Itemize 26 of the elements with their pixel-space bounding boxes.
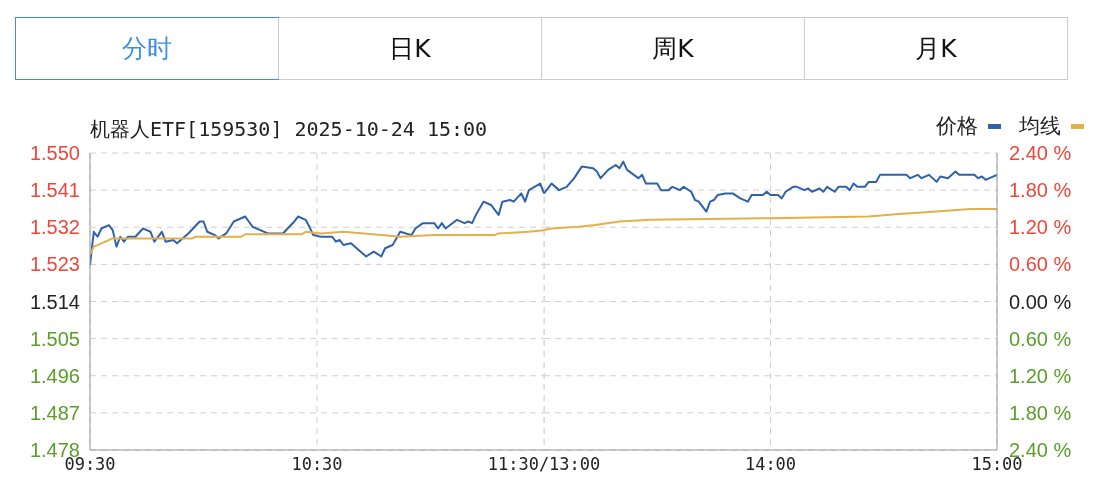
y-tick-label: 1.523 [29,253,80,276]
text: 月K [804,18,1067,79]
y-tick-label: 1.532 [29,216,80,239]
y2-tick-label: 1.20 % [1009,364,1072,387]
y2-tick-label: 2.40 % [1009,142,1072,164]
y2-tick-label: 0.60 % [1009,253,1072,276]
y-tick-label: 1.487 [29,401,80,424]
chart-title: 机器人ETF[159530] 2025-10-24 15:00 [90,116,488,143]
text: 分时 [16,18,278,79]
x-tick-label: 11:30/13:00 [487,454,601,475]
y2-tick-label: 0.00 % [1009,290,1072,313]
y2-tick-label: 1.80 % [1009,179,1072,202]
y-tick-label: 1.541 [29,179,80,202]
text: 周K [541,18,804,79]
text: 日K [278,18,541,79]
y-tick-label: 1.505 [29,327,80,350]
y2-tick-label: 1.20 % [1009,216,1072,239]
x-tick-label: 14:00 [744,454,797,475]
y2-tick-label: 0.60 % [1009,327,1072,350]
legend-label: 价格 [936,113,978,140]
y-tick-label: 1.514 [29,290,80,313]
legend-label: 均线 [1019,113,1061,140]
y-tick-label: 1.496 [29,364,80,387]
y-tick-label: 1.550 [29,142,80,164]
x-tick-label: 10:30 [291,454,343,475]
y2-tick-label: 1.80 % [1009,401,1072,424]
